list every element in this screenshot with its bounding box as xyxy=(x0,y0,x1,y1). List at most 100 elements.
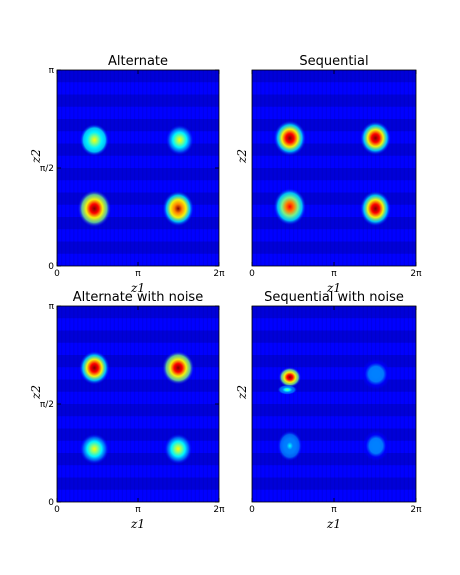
heatmap-stripe xyxy=(65,70,67,266)
heatmap-stripe xyxy=(268,70,270,266)
heatmap-stripe xyxy=(358,70,360,266)
heatmap-stripe xyxy=(174,306,176,502)
density-blob xyxy=(273,120,307,156)
heatmap-stripe xyxy=(280,70,282,266)
heatmap-stripe xyxy=(366,70,368,266)
heatmap-stripe xyxy=(190,306,192,502)
heatmap-stripe xyxy=(89,306,91,502)
heatmap-stripe xyxy=(97,70,99,266)
heatmap-stripe xyxy=(313,306,315,502)
density-blob xyxy=(77,190,112,228)
heatmap-stripe xyxy=(93,70,95,266)
x-tick-label: 2π xyxy=(213,269,225,279)
heatmap-stripe xyxy=(121,306,123,502)
chart-title: Alternate with noise xyxy=(73,290,203,305)
heatmap-stripe xyxy=(379,70,381,266)
heatmap-stripe xyxy=(121,70,123,266)
heatmap-stripe xyxy=(370,70,373,266)
heatmap-stripe xyxy=(154,70,156,266)
chart-title: Sequential with noise xyxy=(264,290,404,305)
heatmap-stripe xyxy=(146,306,148,502)
heatmap-stripe xyxy=(395,70,397,266)
heatmap-stripe xyxy=(309,306,311,502)
density-blob xyxy=(79,123,110,156)
y-tick-label: π xyxy=(49,302,55,312)
heatmap-stripe xyxy=(272,70,274,266)
heatmap-band xyxy=(57,168,219,181)
heatmap-stripe xyxy=(407,306,409,502)
heatmap-stripe xyxy=(391,306,393,502)
x-tick-label: 0 xyxy=(249,269,255,279)
heatmap-stripe xyxy=(252,70,254,266)
density-blob xyxy=(273,188,307,226)
heatmap-stripe xyxy=(256,306,258,502)
x-axis-label: z1 xyxy=(326,281,341,295)
heatmap-stripe xyxy=(321,306,323,502)
heatmap-stripe xyxy=(280,306,282,502)
heatmap-stripe xyxy=(129,306,132,502)
density-blob xyxy=(277,384,298,395)
heatmap-stripe xyxy=(202,306,204,502)
heatmap-stripe xyxy=(297,306,299,502)
heatmap-stripe xyxy=(387,306,389,502)
heatmap-stripe xyxy=(61,70,63,266)
heatmap-stripe xyxy=(329,70,332,266)
heatmap-stripe xyxy=(387,70,389,266)
heatmap-stripe xyxy=(325,306,327,502)
heatmap-stripe xyxy=(260,70,262,266)
density-blob xyxy=(359,121,391,155)
heatmap-stripe xyxy=(138,306,140,502)
x-tick-label: π xyxy=(331,505,337,515)
y-axis-label: z2 xyxy=(29,149,43,164)
heatmap-stripe xyxy=(321,70,323,266)
heatmap-stripe xyxy=(276,70,278,266)
density-blob xyxy=(277,430,303,462)
chart-panel-1: Alternate 0 π 2π 0 π/2 π z1 z2 xyxy=(29,54,225,295)
heatmap-stripe xyxy=(210,306,213,502)
heatmap-stripe xyxy=(325,70,327,266)
x-tick-label: 0 xyxy=(54,269,60,279)
heatmap-stripe xyxy=(182,306,184,502)
heatmap-band xyxy=(57,241,219,254)
heatmap-stripe xyxy=(342,70,344,266)
chart-title: Sequential xyxy=(299,54,368,69)
heatmap-stripe xyxy=(105,70,107,266)
heatmap-background xyxy=(252,70,416,266)
y-tick-label: 0 xyxy=(48,262,54,272)
heatmap-stripe xyxy=(383,70,385,266)
heatmap-band xyxy=(57,306,219,319)
heatmap-stripe xyxy=(69,306,71,502)
chart-panel-2: Sequential 0 π 2π z1 z2 xyxy=(235,54,422,295)
heatmap-band xyxy=(57,330,219,343)
heatmap-band xyxy=(252,94,416,107)
heatmap-stripe xyxy=(81,70,83,266)
heatmap-stripe xyxy=(61,306,63,502)
heatmap-stripe xyxy=(202,70,204,266)
heatmap-stripe xyxy=(101,70,103,266)
heatmap-background xyxy=(57,70,219,266)
heatmap-stripe xyxy=(391,70,393,266)
heatmap-band xyxy=(252,168,416,181)
density-blob xyxy=(162,351,195,385)
heatmap-stripe xyxy=(399,306,401,502)
heatmap-stripe xyxy=(133,70,136,266)
heatmap-stripe xyxy=(260,306,262,502)
density-blob xyxy=(79,433,110,465)
heatmap-stripe xyxy=(375,70,377,266)
heatmap-band xyxy=(252,330,416,343)
heatmap-stripe xyxy=(101,306,103,502)
y-axis-label: z2 xyxy=(235,385,249,400)
heatmap-stripe xyxy=(334,70,336,266)
heatmap-stripe xyxy=(297,70,299,266)
heatmap-stripe xyxy=(150,306,152,502)
heatmap-stripe xyxy=(301,306,303,502)
y-tick-label: π/2 xyxy=(40,400,54,410)
heatmap-stripe xyxy=(142,70,144,266)
heatmap-stripe xyxy=(346,70,348,266)
heatmap-band xyxy=(57,477,219,490)
heatmap-stripe xyxy=(73,306,75,502)
chart-panel-4: Sequential with noise 0 π 2π z1 z2 xyxy=(235,290,422,531)
heatmap-stripe xyxy=(411,306,414,502)
heatmap-band xyxy=(57,404,219,417)
